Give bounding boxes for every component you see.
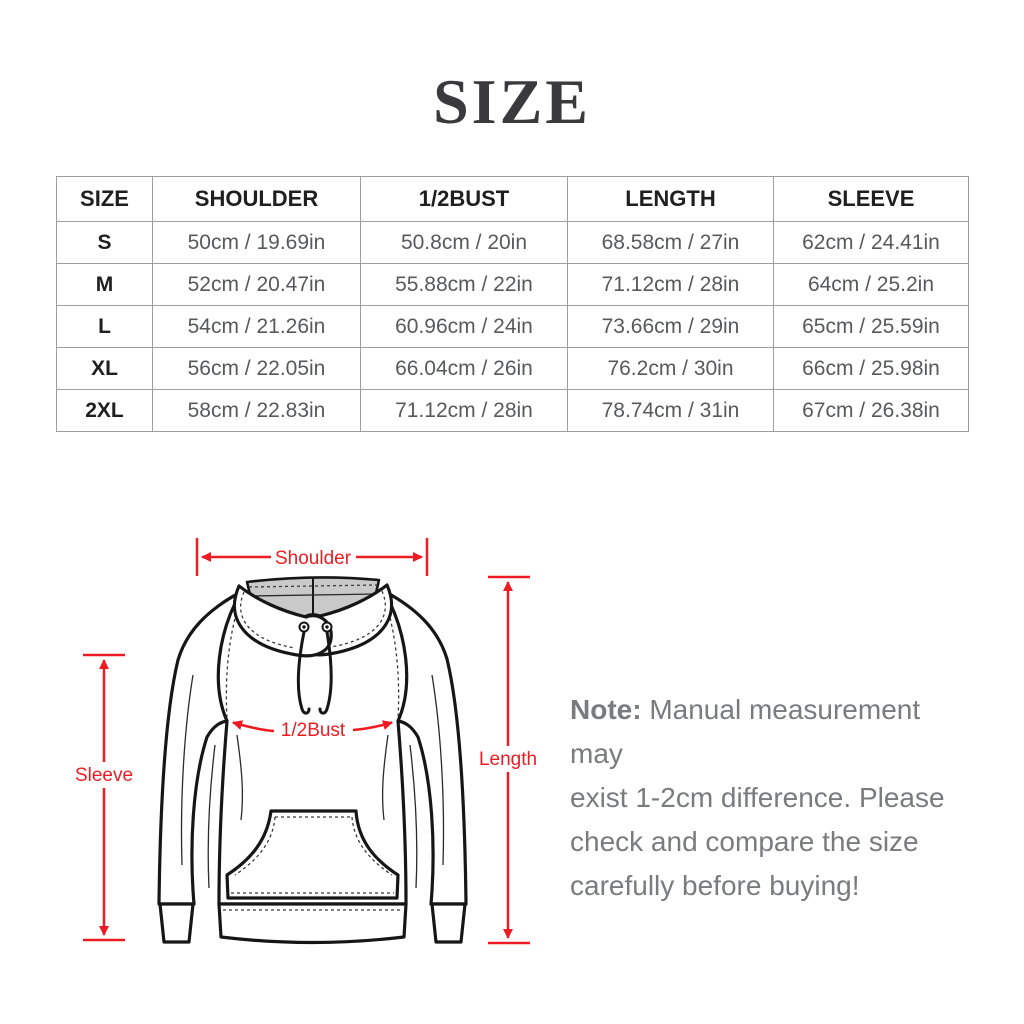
pocket-stitch-left — [234, 816, 276, 876]
hoodie-measurement-diagram: Shoulder 1/2Bust Length Sleeve — [75, 530, 565, 970]
bust-measure-label: 1/2Bust — [281, 720, 346, 741]
table-header-row: SIZE SHOULDER 1/2BUST LENGTH SLEEVE — [56, 176, 969, 222]
hoodie-hem-band — [217, 902, 408, 945]
table-row: L 54cm / 21.26in 60.96cm / 24in 73.66cm … — [56, 305, 969, 348]
measurement-cell: 64cm / 25.2in — [773, 263, 969, 306]
measurement-cell: 54cm / 21.26in — [152, 305, 361, 348]
size-cell: 2XL — [56, 389, 153, 432]
note-line: Note: Manual measurement may — [570, 688, 980, 776]
size-cell: M — [56, 263, 153, 306]
bust-arrow: 1/2Bust — [232, 720, 393, 741]
header-length: LENGTH — [567, 176, 774, 222]
length-measure-label: Length — [479, 749, 537, 770]
table-row: 2XL 58cm / 22.83in 71.12cm / 28in 78.74c… — [56, 389, 969, 432]
note-label: Note: — [570, 694, 642, 725]
measurement-cell: 73.66cm / 29in — [567, 305, 774, 348]
table-row: S 50cm / 19.69in 50.8cm / 20in 68.58cm /… — [56, 221, 969, 264]
pocket-stitch-right — [351, 816, 393, 876]
hoodie-left-sleeve — [157, 590, 243, 906]
collar-stitch — [240, 591, 296, 649]
eyelet-hole — [302, 625, 306, 629]
measurement-cell: 58cm / 22.83in — [152, 389, 361, 432]
size-cell: XL — [56, 347, 153, 390]
hoodie-line-art — [157, 576, 468, 945]
measurement-cell: 50cm / 19.69in — [152, 221, 361, 264]
note-line: check and compare the size — [570, 826, 919, 857]
measurement-cell: 50.8cm / 20in — [360, 221, 568, 264]
table-row: XL 56cm / 22.05in 66.04cm / 26in 76.2cm … — [56, 347, 969, 390]
sleeve-crease — [180, 674, 194, 866]
drawstring — [296, 630, 311, 715]
table-row: M 52cm / 20.47in 55.88cm / 22in 71.12cm … — [56, 263, 969, 306]
sleeve-measure-label: Sleeve — [75, 765, 133, 786]
shoulder-arrow: Shoulder — [195, 538, 429, 576]
sleeve-crease — [431, 674, 445, 866]
body-crease — [381, 734, 389, 821]
eyelet-hole — [325, 625, 329, 629]
measurement-cell: 68.58cm / 27in — [567, 221, 774, 264]
measurement-cell: 55.88cm / 22in — [360, 263, 568, 306]
measurement-cell: 66cm / 25.98in — [773, 347, 969, 390]
measurement-cell: 67cm / 26.38in — [773, 389, 969, 432]
header-sleeve: SLEEVE — [773, 176, 969, 222]
measurement-cell: 66.04cm / 26in — [360, 347, 568, 390]
note-line: carefully before buying! — [570, 870, 860, 901]
header-shoulder: SHOULDER — [152, 176, 361, 222]
hood-horizontal-seam — [249, 593, 377, 597]
measurement-cell: 52cm / 20.47in — [152, 263, 361, 306]
measurement-cell: 65cm / 25.59in — [773, 305, 969, 348]
hoodie-left-cuff — [158, 902, 195, 944]
hoodie-right-sleeve — [382, 589, 468, 906]
measurement-cell: 78.74cm / 31in — [567, 389, 774, 432]
hood-left-flap — [233, 584, 333, 658]
measurement-cell: 76.2cm / 30in — [567, 347, 774, 390]
note-text: Manual measurement may — [570, 694, 921, 769]
page-title: SIZE — [433, 66, 591, 137]
length-arrow: Length — [478, 575, 538, 945]
body-crease — [236, 734, 244, 821]
sleeve-crease — [409, 744, 418, 889]
measurement-note: Note: Manual measurement may exist 1-2cm… — [570, 688, 980, 908]
drawstring — [318, 630, 333, 715]
measurement-cell: 56cm / 22.05in — [152, 347, 361, 390]
note-line: exist 1-2cm difference. Please — [570, 782, 945, 813]
hoodie-right-cuff — [430, 902, 467, 944]
shoulder-measure-label: Shoulder — [275, 548, 352, 569]
measurement-cell: 71.12cm / 28in — [567, 263, 774, 306]
sleeve-arrow: Sleeve — [75, 653, 133, 942]
size-cell: S — [56, 221, 153, 264]
measurement-cell: 62cm / 24.41in — [773, 221, 969, 264]
header-size: SIZE — [56, 176, 153, 222]
size-cell: L — [56, 305, 153, 348]
sleeve-crease — [207, 744, 216, 889]
hoodie-pocket — [225, 809, 400, 900]
collar-stitch — [330, 590, 386, 648]
header-bust: 1/2BUST — [360, 176, 568, 222]
size-table: SIZE SHOULDER 1/2BUST LENGTH SLEEVE S 50… — [56, 176, 969, 432]
measurement-cell: 71.12cm / 28in — [360, 389, 568, 432]
measurement-cell: 60.96cm / 24in — [360, 305, 568, 348]
